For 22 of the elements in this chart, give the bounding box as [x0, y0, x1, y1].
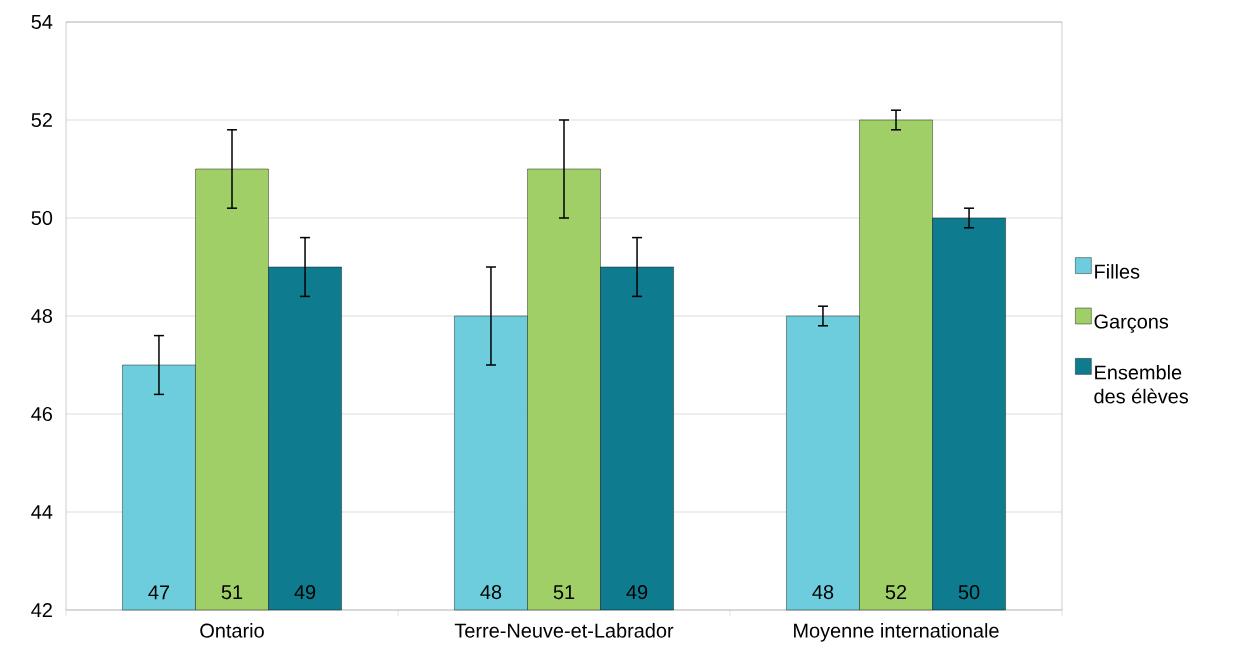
data-label: 51	[553, 585, 575, 600]
data-label: 48	[480, 585, 502, 600]
data-label: 49	[626, 585, 648, 600]
legend-label: Ensemble des élèves	[1094, 364, 1189, 404]
y-tick-label: 52	[31, 112, 52, 128]
y-tick-label: 48	[31, 308, 53, 324]
data-label: 51	[221, 585, 243, 600]
y-tick-label: 44	[31, 505, 53, 519]
y-tick-label: 50	[31, 210, 53, 226]
data-label: 52	[885, 585, 907, 600]
y-tick-label: 46	[31, 406, 53, 422]
legend-label: Garçons	[1094, 314, 1169, 333]
legend-label: Filles	[1095, 264, 1140, 279]
data-label: 47	[148, 585, 170, 600]
y-tick-label: 42	[31, 603, 52, 617]
x-tick-label: Terre-Neuve-et-Labrador	[454, 623, 674, 638]
data-label: 49	[294, 585, 316, 600]
x-tick-label: Ontario	[200, 623, 264, 638]
y-tick-label: 54	[31, 15, 53, 29]
data-label: 48	[812, 585, 834, 600]
x-tick-label: Moyenne internationale	[794, 623, 999, 642]
data-label: 50	[958, 585, 980, 600]
